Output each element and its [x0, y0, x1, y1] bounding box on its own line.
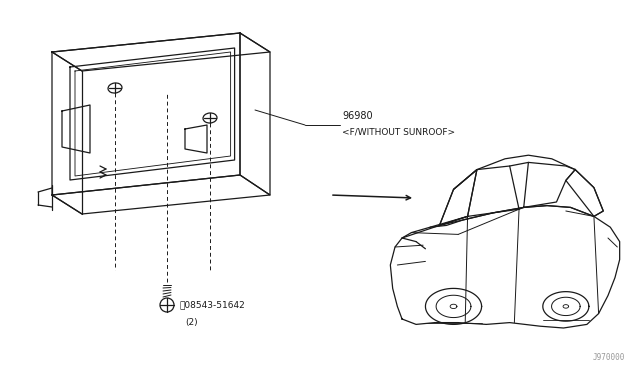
Text: (2): (2): [185, 318, 198, 327]
Text: 96980: 96980: [342, 111, 372, 121]
Text: <F/WITHOUT SUNROOF>: <F/WITHOUT SUNROOF>: [342, 127, 455, 136]
Text: J970000: J970000: [593, 353, 625, 362]
Text: Ⓢ08543-51642: Ⓢ08543-51642: [179, 301, 244, 310]
